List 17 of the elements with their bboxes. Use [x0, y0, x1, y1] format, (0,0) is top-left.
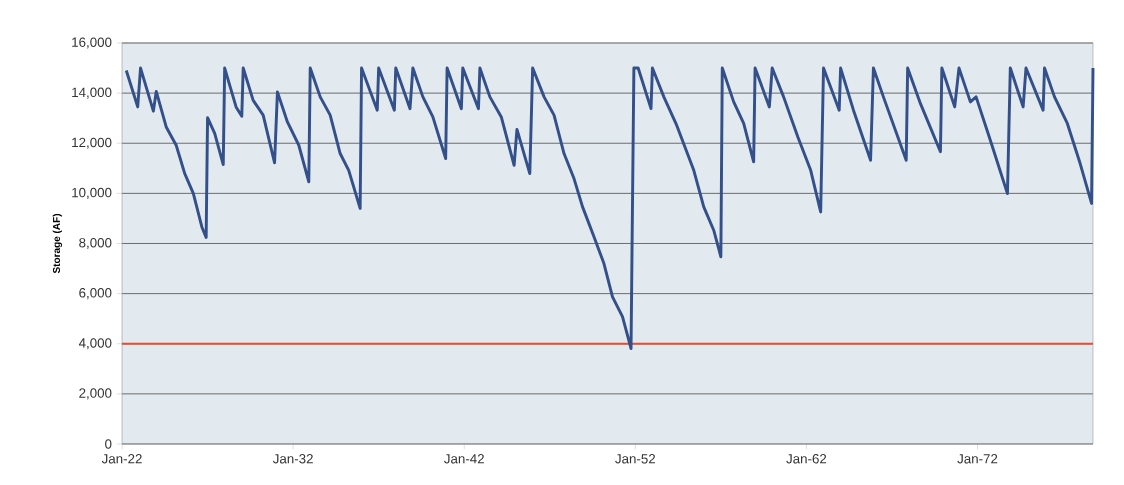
x-tick-label: Jan-22 — [101, 454, 142, 464]
x-tick-label: Jan-52 — [615, 454, 656, 464]
y-tick-label: 14,000 — [72, 87, 112, 99]
y-tick-label: 0 — [105, 439, 112, 449]
x-tick-label: Jan-42 — [444, 454, 484, 464]
x-tick-label: Jan-32 — [272, 454, 313, 464]
y-tick-label: 12,000 — [72, 137, 112, 149]
y-tick-label: 10,000 — [72, 187, 112, 199]
x-tick-label: Jan-72 — [957, 454, 998, 464]
y-tick-label: 6,000 — [79, 288, 112, 300]
line-series — [124, 66, 1095, 350]
y-axis-title: Storage (AF) — [52, 214, 63, 274]
y-tick-label: 8,000 — [79, 237, 112, 250]
y-tick-label: 4,000 — [78, 338, 112, 350]
x-tick-label: Jan-62 — [786, 454, 827, 464]
y-tick-label: 16,000 — [72, 37, 112, 49]
y-tick-label: 2,000 — [79, 388, 112, 400]
